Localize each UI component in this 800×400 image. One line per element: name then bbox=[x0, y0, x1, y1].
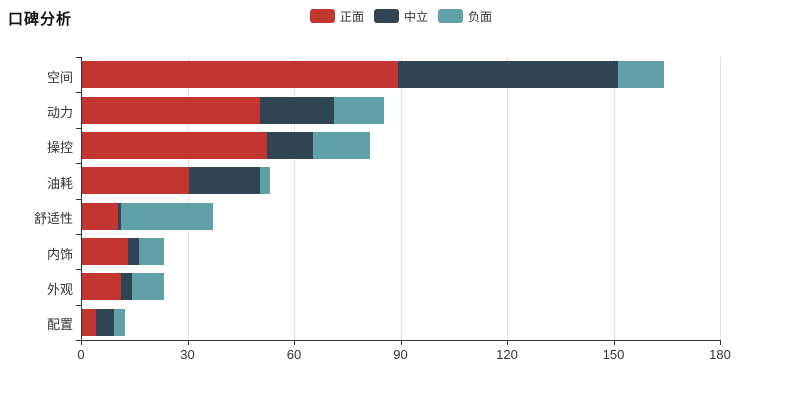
bar-segment-positive[interactable] bbox=[82, 61, 398, 89]
legend-swatch-negative bbox=[438, 9, 464, 23]
gridline bbox=[294, 57, 295, 340]
bar-segment-neutral[interactable] bbox=[117, 202, 122, 230]
bar-row-5 bbox=[82, 202, 214, 230]
bar-segment-neutral[interactable] bbox=[96, 308, 114, 336]
gridline bbox=[507, 57, 508, 340]
bar-row-7 bbox=[82, 273, 164, 301]
bar-segment-positive[interactable] bbox=[82, 131, 267, 159]
y-axis-label: 外观 bbox=[46, 281, 73, 297]
y-tick bbox=[76, 269, 81, 271]
x-tick-label: 150 bbox=[602, 347, 625, 362]
legend-swatch-neutral bbox=[374, 9, 400, 23]
bar-segment-positive[interactable] bbox=[82, 308, 97, 336]
y-tick bbox=[76, 340, 81, 341]
x-tick-label: 0 bbox=[77, 347, 85, 362]
bar-segment-negative[interactable] bbox=[121, 202, 214, 230]
x-tick-label: 60 bbox=[286, 347, 302, 362]
bar-segment-neutral[interactable] bbox=[128, 238, 139, 266]
bar-segment-neutral[interactable] bbox=[259, 96, 335, 124]
bar-segment-positive[interactable] bbox=[82, 202, 118, 230]
y-axis-label: 空间 bbox=[46, 69, 73, 85]
x-tick-label: 30 bbox=[180, 347, 195, 362]
x-tick bbox=[294, 340, 295, 345]
y-tick bbox=[76, 127, 81, 129]
y-axis-line bbox=[81, 57, 82, 340]
legend-label-positive: 正面 bbox=[340, 9, 365, 24]
gridline bbox=[613, 57, 615, 340]
bar-segment-positive[interactable] bbox=[82, 96, 260, 124]
x-tick-label: 120 bbox=[496, 347, 518, 362]
bar-row-2 bbox=[82, 96, 384, 124]
y-axis-label: 内饰 bbox=[46, 246, 73, 262]
y-tick bbox=[76, 163, 81, 165]
chart-title: 口碑分析 bbox=[8, 11, 73, 28]
bar-segment-negative[interactable] bbox=[113, 308, 125, 336]
y-tick bbox=[76, 92, 81, 94]
bar-segment-negative[interactable] bbox=[312, 131, 370, 159]
y-tick bbox=[76, 304, 81, 306]
bar-segment-positive[interactable] bbox=[82, 273, 122, 301]
x-tick bbox=[81, 340, 82, 345]
y-axis-label: 配置 bbox=[46, 317, 73, 333]
bar-row-1 bbox=[82, 61, 665, 89]
y-tick bbox=[76, 57, 81, 58]
legend: 正面 中立 负面 bbox=[310, 8, 492, 24]
y-axis-label: 舒适性 bbox=[33, 211, 73, 227]
legend-swatch-positive bbox=[310, 9, 335, 23]
gridline bbox=[187, 57, 189, 340]
legend-item-neutral[interactable]: 中立 bbox=[374, 8, 428, 25]
legend-label-neutral: 中立 bbox=[404, 9, 429, 24]
x-tick bbox=[400, 340, 402, 345]
y-tick bbox=[76, 198, 81, 200]
bar-segment-positive[interactable] bbox=[82, 238, 129, 266]
legend-label-negative: 负面 bbox=[468, 9, 493, 24]
bar-segment-neutral[interactable] bbox=[121, 273, 132, 301]
bar-segment-positive[interactable] bbox=[82, 167, 189, 195]
legend-item-positive[interactable]: 正面 bbox=[310, 8, 364, 25]
bar-row-4 bbox=[82, 167, 271, 195]
bar-row-6 bbox=[82, 238, 164, 266]
bar-row-3 bbox=[82, 131, 370, 159]
x-tick bbox=[720, 340, 721, 345]
gridline bbox=[400, 57, 402, 340]
bar-segment-negative[interactable] bbox=[259, 167, 271, 195]
bar-segment-negative[interactable] bbox=[334, 96, 384, 124]
gridline bbox=[720, 57, 721, 340]
bar-segment-neutral[interactable] bbox=[397, 61, 619, 89]
bar-segment-negative[interactable] bbox=[618, 61, 665, 89]
bar-segment-neutral[interactable] bbox=[188, 167, 260, 195]
x-tick bbox=[613, 340, 615, 345]
y-axis-label: 油耗 bbox=[46, 175, 73, 191]
bar-segment-negative[interactable] bbox=[131, 273, 164, 301]
x-tick-label: 180 bbox=[709, 347, 731, 362]
x-tick bbox=[187, 340, 189, 345]
y-axis-label: 操控 bbox=[46, 140, 73, 156]
bar-segment-negative[interactable] bbox=[138, 238, 164, 266]
x-tick-label: 90 bbox=[393, 347, 408, 362]
bar-row-8 bbox=[82, 308, 125, 336]
legend-item-negative[interactable]: 负面 bbox=[438, 8, 492, 25]
x-tick bbox=[507, 340, 508, 345]
y-axis-label: 动力 bbox=[46, 105, 73, 121]
y-tick bbox=[76, 233, 81, 235]
bar-segment-neutral[interactable] bbox=[266, 131, 313, 159]
